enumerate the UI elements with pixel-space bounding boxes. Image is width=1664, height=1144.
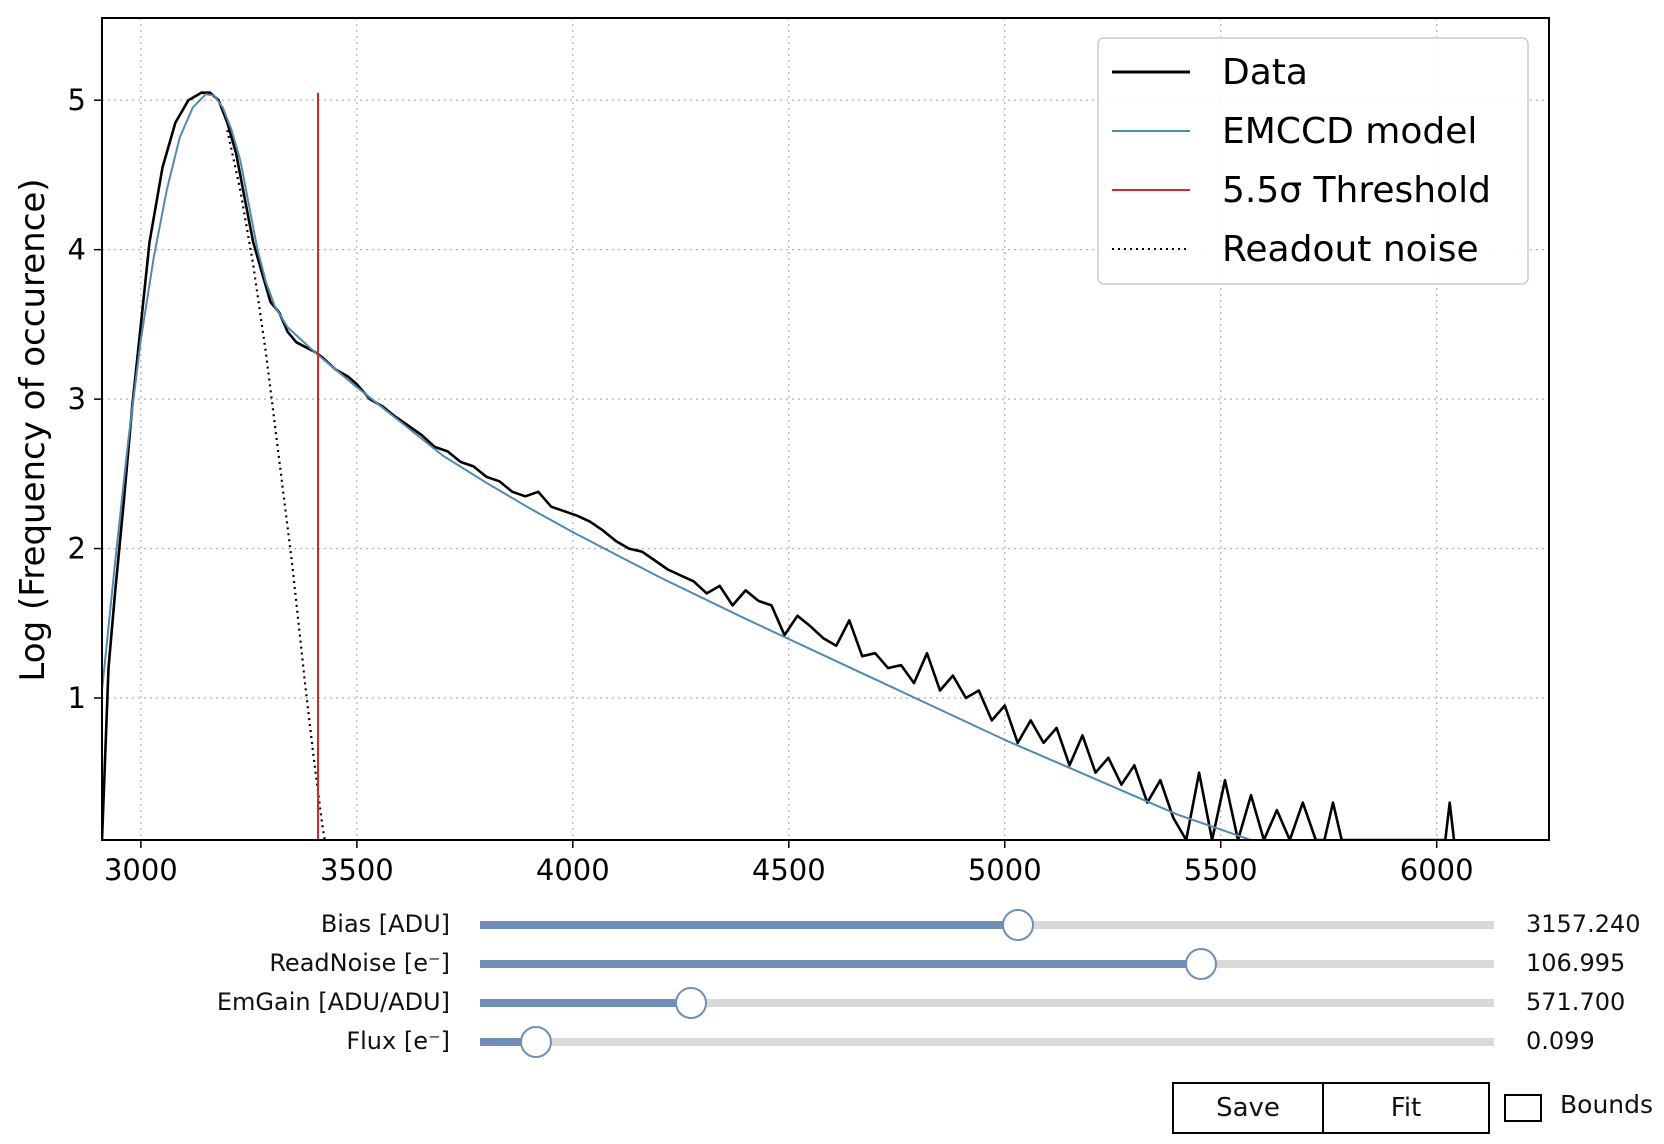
slider-flux: Flux [e⁻] 0.099	[0, 1021, 1664, 1061]
slider-bias-label: Bias [ADU]	[320, 910, 450, 938]
slider-emgain-label: EmGain [ADU/ADU]	[216, 988, 450, 1016]
y-tick-label: 5	[68, 83, 86, 117]
slider-flux-value: 0.099	[1526, 1027, 1595, 1055]
grid-lines	[102, 18, 1549, 840]
legend-label-readout-noise: Readout noise	[1222, 229, 1479, 270]
slider-readnoise-fill	[480, 960, 1201, 968]
y-tick-label: 4	[68, 233, 86, 267]
slider-emgain-track[interactable]	[480, 987, 1494, 1019]
slider-emgain-value: 571.700	[1526, 988, 1626, 1016]
slider-readnoise-label: ReadNoise [e⁻]	[269, 949, 450, 977]
x-tick-label: 5000	[968, 853, 1042, 887]
legend-label-data: Data	[1222, 52, 1308, 93]
slider-readnoise-value: 106.995	[1526, 949, 1626, 977]
x-tick-label: 5500	[1184, 853, 1258, 887]
slider-readnoise-knob[interactable]	[1184, 948, 1217, 980]
slider-emgain: EmGain [ADU/ADU] 571.700	[0, 982, 1664, 1022]
slider-readnoise: ReadNoise [e⁻] 106.995	[0, 943, 1664, 983]
y-tick-label: 2	[68, 532, 86, 566]
x-tick-label: 3000	[104, 853, 178, 887]
series-layer	[102, 91, 1456, 840]
legend: Data EMCCD model 5.5σ Threshold Readout noi…	[1097, 37, 1529, 285]
y-tick-label: 3	[68, 382, 86, 416]
axis-ticks: 3000 3500 4000 4500 5000 5500 6000 1 2 3 4 5	[68, 83, 1474, 887]
series-readout-noise	[226, 129, 326, 840]
x-tick-label: 4000	[536, 853, 610, 887]
slider-flux-knob[interactable]	[519, 1026, 552, 1058]
plot-frame	[101, 17, 1550, 841]
slider-bias: Bias [ADU] 3157.240	[0, 904, 1664, 944]
slider-bias-value: 3157.240	[1526, 910, 1641, 938]
series-emccd-model	[102, 93, 1254, 840]
chart-plot: 3000 3500 4000 4500 5000 5500 6000 1 2 3 4 5 Log (F…	[13, 17, 1550, 887]
slider-bias-knob[interactable]	[1002, 909, 1035, 941]
x-tick-label: 6000	[1400, 853, 1474, 887]
slider-flux-track[interactable]	[480, 1026, 1494, 1058]
x-tick-label: 4500	[752, 853, 826, 887]
fit-button[interactable]: Fit	[1322, 1082, 1490, 1134]
save-button[interactable]: Save	[1172, 1082, 1324, 1134]
bounds-checkbox-label: Bounds	[1560, 1090, 1654, 1119]
slider-bias-track[interactable]	[480, 909, 1494, 941]
slider-flux-label: Flux [e⁻]	[346, 1027, 450, 1055]
slider-emgain-knob[interactable]	[674, 987, 707, 1019]
slider-flux-fill	[480, 1038, 536, 1046]
series-data	[102, 91, 1456, 840]
y-tick-label: 1	[68, 681, 86, 715]
slider-emgain-fill	[480, 999, 691, 1007]
bounds-checkbox[interactable]	[1504, 1094, 1542, 1122]
y-axis-label: Log (Frequency of occurence)	[13, 178, 53, 681]
slider-readnoise-track[interactable]	[480, 948, 1494, 980]
legend-label-5-5-threshold: 5.5σ Threshold	[1222, 170, 1491, 211]
legend-box	[1097, 37, 1529, 285]
x-tick-label: 3500	[320, 853, 394, 887]
slider-bias-fill	[480, 921, 1019, 929]
legend-label-emccd-model: EMCCD model	[1222, 111, 1477, 152]
